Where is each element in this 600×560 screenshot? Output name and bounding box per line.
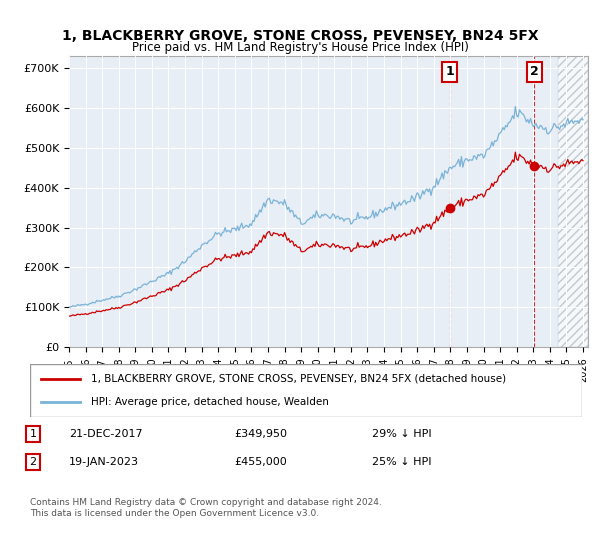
Text: Contains HM Land Registry data © Crown copyright and database right 2024.
This d: Contains HM Land Registry data © Crown c…	[30, 498, 382, 518]
Text: 25% ↓ HPI: 25% ↓ HPI	[372, 457, 431, 467]
Text: HPI: Average price, detached house, Wealden: HPI: Average price, detached house, Weal…	[91, 397, 329, 407]
Text: 1: 1	[446, 66, 454, 78]
Text: £455,000: £455,000	[234, 457, 287, 467]
Text: 29% ↓ HPI: 29% ↓ HPI	[372, 429, 431, 439]
Text: 2: 2	[29, 457, 37, 467]
Text: Price paid vs. HM Land Registry's House Price Index (HPI): Price paid vs. HM Land Registry's House …	[131, 41, 469, 54]
Text: 1, BLACKBERRY GROVE, STONE CROSS, PEVENSEY, BN24 5FX: 1, BLACKBERRY GROVE, STONE CROSS, PEVENS…	[62, 29, 538, 44]
Text: 1, BLACKBERRY GROVE, STONE CROSS, PEVENSEY, BN24 5FX (detached house): 1, BLACKBERRY GROVE, STONE CROSS, PEVENS…	[91, 374, 506, 384]
FancyBboxPatch shape	[30, 364, 582, 417]
Text: 1: 1	[29, 429, 37, 439]
Text: 21-DEC-2017: 21-DEC-2017	[69, 429, 143, 439]
Text: 2: 2	[530, 66, 538, 78]
Text: 19-JAN-2023: 19-JAN-2023	[69, 457, 139, 467]
Text: £349,950: £349,950	[234, 429, 287, 439]
